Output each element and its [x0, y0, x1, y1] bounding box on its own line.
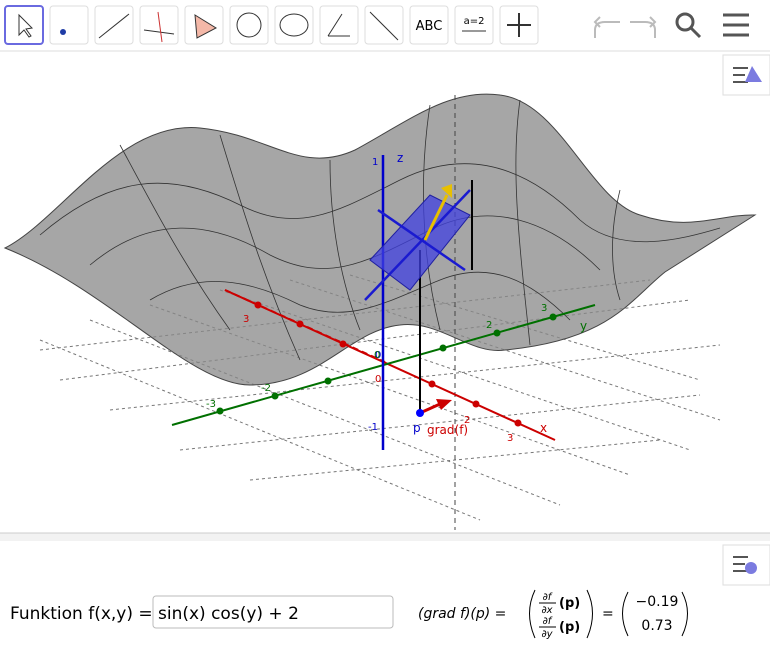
menu[interactable]: [723, 13, 749, 37]
tangent-line: [377, 208, 466, 272]
gradient-arrow-3d: [423, 194, 449, 241]
input-label: Funktion f(x,y) =: [10, 604, 153, 624]
icon: [194, 14, 218, 39]
paren: [586, 589, 593, 639]
z-tick-label: 1: [372, 157, 378, 168]
icon: [327, 13, 350, 37]
input-box[interactable]: [152, 595, 394, 629]
x-tick-label: 3: [243, 314, 249, 325]
point-p: [416, 409, 424, 417]
move-view-tool[interactable]: [499, 5, 539, 45]
paren: [529, 589, 536, 639]
tangent-line: [364, 189, 471, 301]
vector-label: grad(f): [427, 423, 468, 437]
perpendicular-tool[interactable]: [139, 5, 179, 45]
icon: [369, 11, 399, 41]
denominator: ∂x: [541, 605, 552, 616]
numerator: ∂f: [543, 616, 553, 627]
divider: [0, 533, 770, 541]
icon: [745, 66, 762, 82]
z-tick-label: -1: [368, 422, 378, 433]
search[interactable]: [675, 12, 702, 39]
input-value[interactable]: sin(x) cos(y) + 2: [158, 604, 299, 624]
icon: [507, 13, 531, 37]
slider-tool[interactable]: [454, 5, 494, 45]
icon: [279, 13, 309, 37]
icon: [745, 562, 757, 574]
toolbar: [0, 0, 770, 50]
numerator: ∂f: [543, 592, 553, 603]
denominator: ∂y: [541, 629, 553, 640]
icon: [236, 12, 262, 38]
z-axis-label: z: [397, 151, 403, 165]
style-bar-toggle[interactable]: [722, 54, 770, 96]
surface: [3, 93, 757, 386]
slider-tool-label: a=2: [464, 16, 485, 27]
y-tick-label: -3: [206, 399, 216, 410]
result: −0.19: [636, 594, 679, 610]
text-tool[interactable]: [409, 5, 449, 45]
text-tool-label: ABC: [416, 19, 443, 34]
line-tool[interactable]: [94, 5, 134, 45]
reflect-tool[interactable]: [364, 5, 404, 45]
y-tick-label: 3: [541, 303, 547, 314]
x-tick-label: 2: [464, 415, 470, 426]
arrow-head: [441, 184, 452, 198]
paren: [681, 591, 688, 637]
arg: (p): [559, 596, 580, 611]
point-tool[interactable]: [49, 5, 89, 45]
paren: [622, 591, 629, 637]
icon: [98, 13, 130, 39]
point-label: p: [413, 421, 421, 435]
icon: [733, 556, 748, 572]
polygon-tool[interactable]: [184, 5, 224, 45]
icon: [60, 29, 66, 35]
x-tick-label: 3: [507, 433, 513, 444]
y-tick-label: -2: [261, 383, 271, 394]
y-axis-label: y: [580, 319, 587, 333]
result: 0.73: [641, 618, 672, 634]
angle-tool[interactable]: [319, 5, 359, 45]
formula: (grad f)(p) = ∂f ∂x (p) ∂f ∂y (p) = −0.1…: [418, 589, 688, 640]
undo[interactable]: [593, 16, 620, 38]
tools[interactable]: [4, 5, 539, 45]
undo-redo[interactable]: [593, 16, 657, 38]
circle-tool[interactable]: [229, 5, 269, 45]
arrow-head: [436, 399, 452, 410]
y-tick-label: 2: [486, 320, 492, 331]
redo[interactable]: [630, 16, 657, 38]
formula-lhs: (grad f)(p) =: [418, 606, 506, 622]
icon: [143, 29, 175, 35]
axis-points: [216, 301, 557, 427]
arg: (p): [559, 620, 580, 635]
equals: =: [602, 606, 614, 622]
icon: [157, 11, 163, 43]
cursor-icon: [18, 13, 34, 38]
z-tick-label: 0: [375, 350, 381, 361]
conic-tool[interactable]: [274, 5, 314, 45]
move-tool[interactable]: [4, 5, 44, 45]
x-axis-label: x: [540, 421, 547, 435]
y-tick-label: 0: [374, 350, 380, 361]
x-tick-label: 0: [375, 374, 381, 385]
